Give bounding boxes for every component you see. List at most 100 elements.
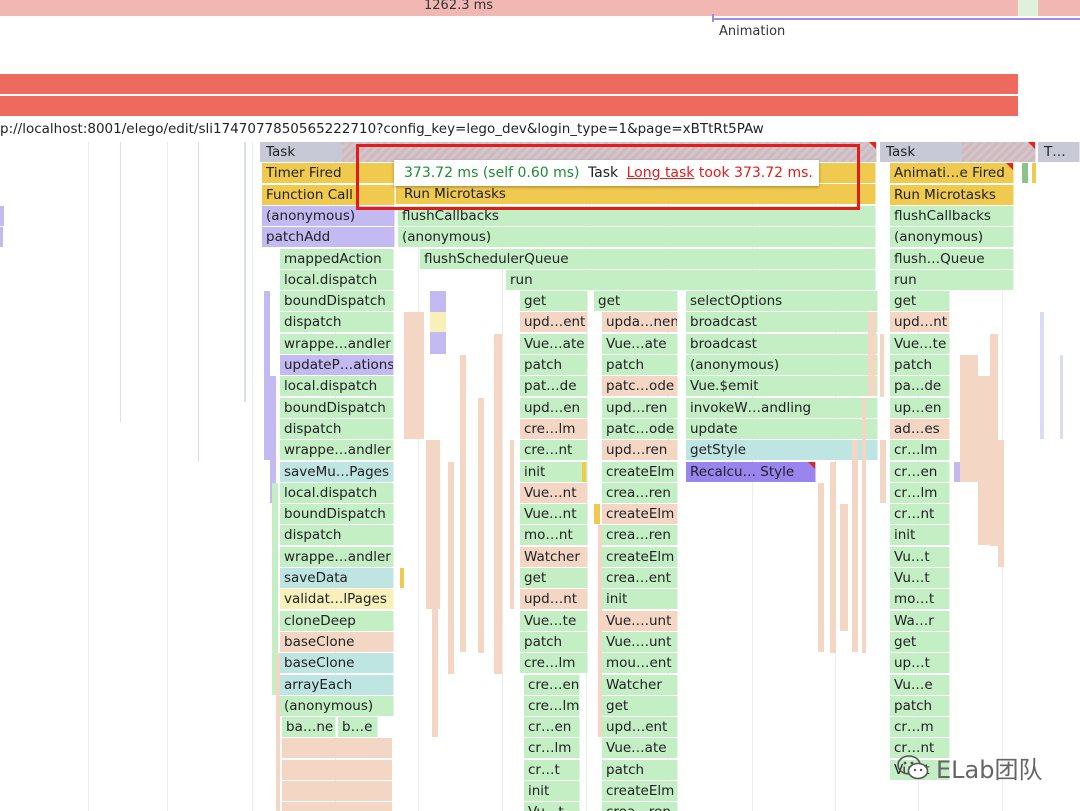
flame-entry[interactable]: flushSchedulerQueue (420, 249, 876, 269)
flame-entry[interactable]: arrayEach (280, 675, 394, 695)
flame-entry[interactable]: flushCallbacks (890, 206, 1014, 226)
flame-entry[interactable]: get (594, 291, 678, 311)
flame-entry[interactable]: patch (890, 355, 950, 375)
flame-entry[interactable]: ad…es (890, 419, 950, 439)
flame-entry[interactable]: cre…lm (524, 696, 580, 716)
task-bar-right[interactable]: Task (880, 142, 1036, 162)
flame-entry[interactable]: crea…ent (602, 568, 678, 588)
flame-entry[interactable]: cr…en (890, 462, 950, 482)
flame-entry[interactable]: Vue…nt (520, 483, 588, 503)
flame-entry[interactable]: (anonymous) (686, 355, 878, 375)
flame-entry[interactable]: b…e (338, 717, 378, 737)
flame-entry[interactable]: Vue.$emit (686, 376, 878, 396)
flame-entry[interactable]: crea…ren (602, 483, 678, 503)
flame-entry[interactable]: dispatch (280, 525, 394, 545)
flame-entry[interactable]: cr…lm (890, 483, 950, 503)
flame-entry[interactable]: init (890, 525, 950, 545)
flame-entry[interactable]: cre…nt (520, 440, 588, 460)
flame-entry[interactable]: dispatch (280, 312, 394, 332)
flame-entry[interactable]: Run Microtasks (396, 184, 876, 204)
flame-entry[interactable]: Vu…t (890, 547, 950, 567)
flame-entry[interactable]: (anonymous) (280, 696, 394, 716)
flame-entry[interactable]: boundDispatch (280, 504, 394, 524)
flame-entry[interactable]: update (686, 419, 878, 439)
flame-entry[interactable]: cr…nt (890, 738, 950, 758)
flame-entry[interactable]: local.dispatch (280, 483, 394, 503)
flame-entry[interactable]: patchAdd (262, 227, 395, 247)
flame-entry[interactable]: Vu…e (890, 675, 950, 695)
flame-entry[interactable]: patch (520, 355, 588, 375)
flame-entry[interactable]: Vue…nt (520, 504, 588, 524)
flame-entry[interactable]: mappedAction (280, 249, 394, 269)
flame-entry[interactable]: saveMu…Pages (280, 462, 394, 482)
flame-entry[interactable]: Vue….unt (602, 611, 678, 631)
flame-entry[interactable]: boundDispatch (280, 398, 394, 418)
flame-entry[interactable]: validat…lPages (280, 589, 394, 609)
flame-entry[interactable]: Recalcu… Style (686, 462, 816, 482)
flame-entry[interactable]: Vu…t (890, 568, 950, 588)
flame-entry[interactable]: wrappe…andler (280, 547, 394, 567)
flame-entry[interactable]: init (520, 462, 588, 482)
flame-entry[interactable]: Vue….unt (602, 632, 678, 652)
flame-entry[interactable]: patch (602, 355, 678, 375)
flame-entry[interactable]: selectOptions (686, 291, 878, 311)
flame-entry[interactable]: pa…de (890, 376, 950, 396)
flame-entry[interactable]: wrappe…andler (280, 334, 394, 354)
flame-entry[interactable]: invokeW…andling (686, 398, 878, 418)
flame-entry[interactable]: Run Microtasks (890, 185, 1014, 205)
flame-entry[interactable]: upd…ent (520, 312, 588, 332)
task-bar-far[interactable]: T… (1038, 142, 1080, 162)
flame-entry[interactable]: mo…t (890, 589, 950, 609)
flame-entry[interactable]: Animati…e Fired (890, 163, 1014, 183)
flame-entry[interactable]: cr…lm (890, 440, 950, 460)
flame-entry[interactable]: Vu…t (524, 802, 580, 811)
flame-entry[interactable]: baseClone (280, 632, 394, 652)
flame-entry[interactable]: dispatch (280, 419, 394, 439)
flame-entry[interactable]: init (602, 589, 678, 609)
flame-entry[interactable]: (anonymous) (398, 227, 876, 247)
flame-entry[interactable]: patch (890, 696, 950, 716)
flame-entry[interactable]: (anonymous) (890, 227, 1014, 247)
flame-entry[interactable]: createElm (602, 462, 678, 482)
flame-entry[interactable]: cre…en (524, 675, 580, 695)
flame-entry[interactable]: (anonymous) (262, 206, 395, 226)
flame-entry[interactable]: local.dispatch (280, 376, 394, 396)
flame-entry[interactable]: run (506, 270, 876, 290)
flame-entry[interactable]: get (520, 568, 588, 588)
flame-entry[interactable]: cr…en (524, 717, 580, 737)
flame-entry[interactable]: Watcher (602, 675, 678, 695)
flame-entry[interactable]: get (890, 291, 950, 311)
flame-entry[interactable]: up…en (890, 398, 950, 418)
flame-entry[interactable]: patc…ode (602, 376, 678, 396)
task-bar-main[interactable]: Task (260, 142, 877, 162)
flame-entry[interactable]: up…t (890, 653, 950, 673)
flame-entry[interactable]: flush…Queue (890, 249, 1014, 269)
flame-entry[interactable]: saveData (280, 568, 394, 588)
flame-entry[interactable]: upd…nt (520, 589, 588, 609)
flame-entry[interactable]: mou…ent (602, 653, 678, 673)
interaction-bar-2[interactable] (0, 96, 1018, 116)
animation-track[interactable] (712, 18, 1080, 20)
flame-entry[interactable]: broadcast (686, 334, 878, 354)
interaction-bar-1[interactable] (0, 74, 1018, 94)
flame-entry[interactable]: pat…de (520, 376, 588, 396)
flame-entry[interactable]: init (524, 781, 580, 801)
flame-entry[interactable]: Vue…ate (520, 334, 588, 354)
flame-entry[interactable]: cre…lm (520, 419, 588, 439)
flame-entry[interactable]: get (890, 632, 950, 652)
flame-entry[interactable]: Vue…te (520, 611, 588, 631)
flame-entry[interactable]: Vue…ate (602, 738, 678, 758)
flame-entry[interactable]: upd…en (520, 398, 588, 418)
flame-entry[interactable]: cr…lm (524, 738, 580, 758)
flame-entry[interactable]: crea…ren (602, 802, 678, 811)
flame-entry[interactable]: get (520, 291, 588, 311)
flame-entry[interactable]: baseClone (280, 653, 394, 673)
flame-entry[interactable]: broadcast (686, 312, 878, 332)
flame-entry[interactable]: ba…ne (282, 717, 336, 737)
flame-entry[interactable]: cr…t (524, 760, 580, 780)
flame-entry[interactable]: flushCallbacks (398, 206, 876, 226)
flame-entry[interactable]: cloneDeep (280, 611, 394, 631)
flame-entry[interactable]: cre…lm (520, 653, 588, 673)
flame-entry[interactable]: Function Call (262, 185, 395, 205)
flame-entry[interactable]: getStyle (686, 440, 878, 460)
